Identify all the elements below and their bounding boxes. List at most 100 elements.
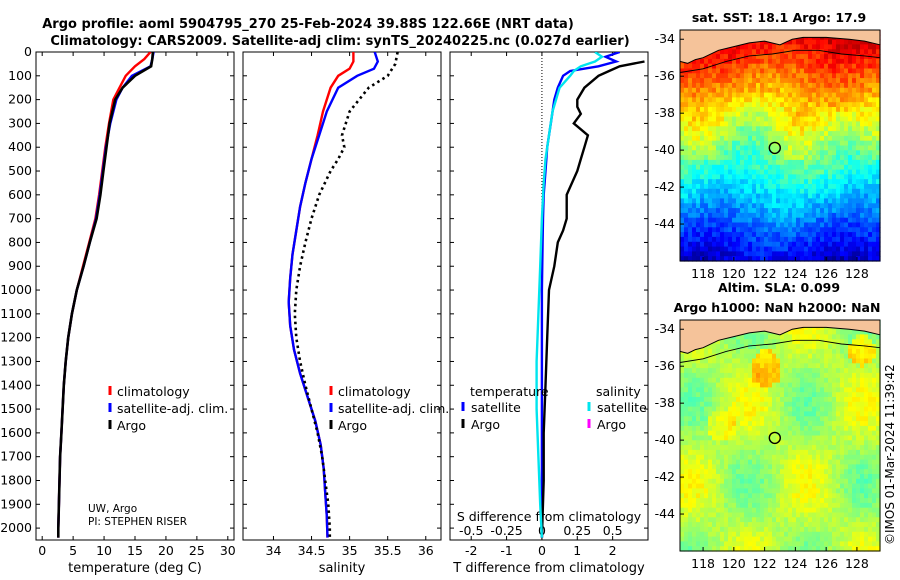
- map-cell: [716, 488, 721, 494]
- map-cell: [864, 416, 869, 422]
- map-cell: [760, 435, 765, 441]
- map-cell: [824, 348, 829, 355]
- map-cell: [704, 377, 709, 384]
- map-cell: [688, 469, 693, 475]
- map-cell: [864, 459, 869, 465]
- map-cell: [804, 184, 809, 190]
- map-cell: [812, 39, 817, 45]
- map-cell: [832, 68, 837, 74]
- map-cell: [772, 526, 777, 533]
- map-cell: [796, 140, 801, 147]
- map-cell: [740, 430, 745, 437]
- map-cell: [844, 135, 849, 142]
- map-cell: [740, 155, 745, 161]
- map-cell: [732, 406, 737, 412]
- map-cell: [696, 203, 701, 209]
- map-cell: [720, 121, 725, 127]
- map-cell: [700, 502, 705, 509]
- map-cell: [688, 531, 693, 538]
- map-cell: [820, 507, 825, 514]
- map-cell: [716, 126, 721, 132]
- map-cell: [804, 469, 809, 475]
- map-cell: [800, 174, 805, 180]
- map-cell: [744, 363, 749, 369]
- map-cell: [872, 459, 877, 465]
- map-cell: [764, 116, 769, 122]
- map-cell: [768, 474, 773, 480]
- map-cell: [872, 102, 877, 108]
- map-cell: [748, 116, 753, 122]
- map-cell: [852, 372, 857, 379]
- map-cell: [860, 469, 865, 475]
- map-cell: [764, 217, 769, 224]
- lon-tick-label: 128: [845, 266, 869, 281]
- map-cell: [720, 256, 725, 262]
- map-cell: [844, 184, 849, 190]
- map-cell: [780, 121, 785, 127]
- map-cell: [840, 507, 845, 514]
- map-cell: [716, 208, 721, 214]
- map-cell: [824, 502, 829, 509]
- map-cell: [712, 174, 717, 180]
- map-cell: [828, 522, 833, 528]
- map-cell: [764, 159, 769, 166]
- map-cell: [816, 397, 821, 403]
- map-cell: [828, 155, 833, 161]
- map-cell: [808, 329, 813, 335]
- map-cell: [716, 232, 721, 238]
- map-cell: [784, 169, 789, 175]
- map-cell: [732, 232, 737, 238]
- map-cell: [736, 353, 741, 360]
- map-cell: [816, 203, 821, 209]
- map-cell: [776, 73, 781, 79]
- map-cell: [712, 131, 717, 137]
- map-cell: [852, 416, 857, 422]
- map-cell: [828, 92, 833, 98]
- map-cell: [716, 526, 721, 533]
- map-cell: [852, 44, 857, 50]
- map-cell: [800, 469, 805, 475]
- map-cell: [856, 397, 861, 403]
- map-cell: [772, 478, 777, 485]
- map-cell: [776, 406, 781, 412]
- map-cell: [832, 54, 837, 60]
- map-cell: [740, 73, 745, 79]
- lon-tick-label: 122: [753, 266, 777, 281]
- map-cell: [752, 469, 757, 475]
- map-cell: [860, 334, 865, 340]
- map-cell: [752, 512, 757, 518]
- map-cell: [816, 526, 821, 533]
- map-cell: [716, 102, 721, 108]
- map-cell: [708, 406, 713, 412]
- map-cell: [800, 445, 805, 451]
- map-cell: [832, 416, 837, 422]
- map-cell: [816, 236, 821, 243]
- map-cell: [872, 517, 877, 523]
- map-cell: [792, 478, 797, 485]
- map-cell: [724, 155, 729, 161]
- map-cell: [824, 344, 829, 350]
- map-cell: [872, 208, 877, 214]
- map-cell: [756, 73, 761, 79]
- map-cell: [684, 212, 689, 219]
- map-cell: [772, 522, 777, 528]
- map-cell: [800, 159, 805, 166]
- map-cell: [816, 116, 821, 122]
- map-cell: [716, 430, 721, 437]
- map-cell: [876, 54, 881, 60]
- map-cell: [860, 401, 865, 408]
- map-cell: [740, 107, 745, 113]
- map-cell: [860, 236, 865, 243]
- map-cell: [860, 339, 865, 345]
- map-cell: [708, 454, 713, 461]
- map-cell: [812, 217, 817, 224]
- map-cell: [816, 155, 821, 161]
- map-cell: [704, 382, 709, 388]
- map-cell: [864, 507, 869, 514]
- map-cell: [728, 368, 733, 374]
- map-cell: [728, 126, 733, 132]
- map-cell: [732, 140, 737, 147]
- map-cell: [756, 440, 761, 446]
- map-cell: [748, 145, 753, 151]
- map-cell: [688, 392, 693, 398]
